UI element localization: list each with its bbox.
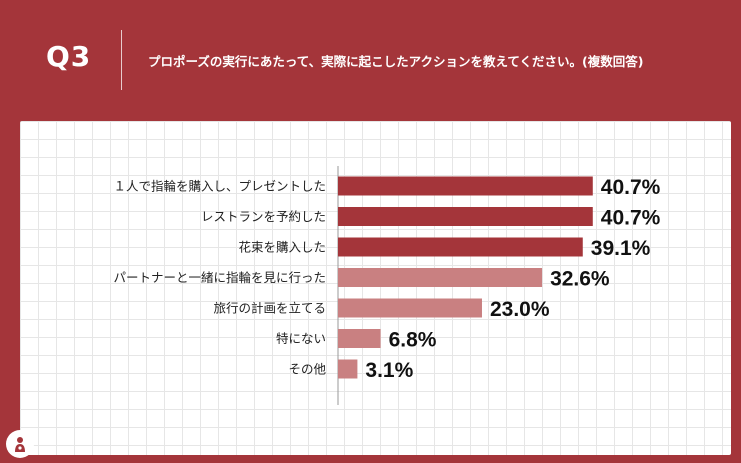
value-label: 32.6% bbox=[550, 268, 610, 291]
category-label: 花束を購入した bbox=[238, 240, 326, 255]
value-label: 23.0% bbox=[490, 298, 550, 321]
question-number: Q3 bbox=[46, 40, 92, 73]
bar bbox=[338, 329, 381, 348]
value-label: 40.7% bbox=[601, 176, 661, 199]
brand-logo-glyph bbox=[15, 437, 25, 452]
bar bbox=[338, 176, 593, 196]
category-label: パートナーと一緒に指輪を見に行った bbox=[113, 270, 326, 285]
bar bbox=[338, 298, 482, 318]
category-label: 旅行の計画を立てる bbox=[213, 301, 326, 316]
value-label: 39.1% bbox=[591, 237, 651, 260]
brand-logo-icon bbox=[6, 430, 34, 458]
value-label: 6.8% bbox=[389, 329, 437, 352]
value-label: 40.7% bbox=[601, 207, 661, 230]
category-label: その他 bbox=[288, 362, 326, 377]
chart-panel: １人で指輪を購入し、プレゼントした 40.7% レストランを予約した 40.7% 花束を… bbox=[20, 121, 731, 455]
category-label: １人で指輪を購入し、プレゼントした bbox=[113, 179, 326, 194]
category-label: 特にない bbox=[276, 331, 326, 346]
question-text: プロポーズの実行にあたって、実際に起こしたアクションを教えてください。(複数回答… bbox=[148, 54, 644, 69]
bar bbox=[338, 268, 543, 287]
bar bbox=[338, 359, 358, 379]
bar bbox=[338, 207, 593, 226]
value-label: 3.1% bbox=[365, 359, 413, 382]
bar-chart: １人で指輪を購入し、プレゼントした 40.7% レストランを予約した 40.7% 花束を… bbox=[113, 166, 661, 405]
category-label: レストランを予約した bbox=[201, 209, 326, 224]
bar bbox=[338, 237, 583, 257]
header-divider bbox=[121, 30, 122, 90]
header-band: Q3 プロポーズの実行にあたって、実際に起こしたアクションを教えてください。(複… bbox=[0, 0, 741, 120]
